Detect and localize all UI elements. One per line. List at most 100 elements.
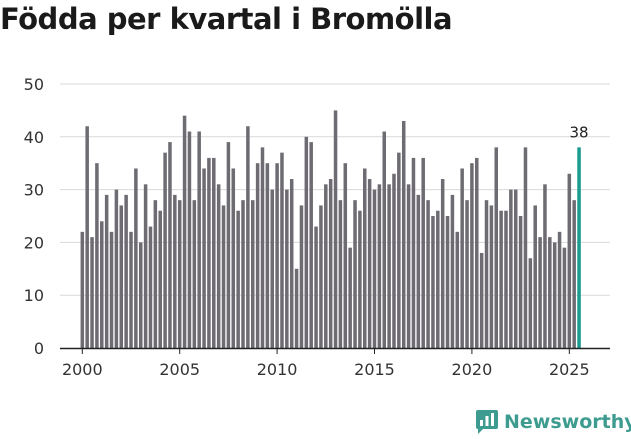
bar [95, 163, 99, 348]
bar [192, 200, 197, 348]
bar [124, 194, 128, 348]
bar [387, 184, 391, 348]
bar [416, 194, 421, 348]
bar [450, 194, 455, 348]
bar [246, 126, 250, 349]
bar [168, 142, 172, 348]
y-tick-label: 10 [24, 286, 44, 305]
x-tick-label: 2005 [159, 360, 200, 379]
bar [265, 163, 270, 348]
bar [489, 205, 494, 348]
bar [494, 147, 499, 348]
brand-name: Newsworthy [504, 411, 631, 433]
bar [158, 210, 162, 348]
bar [138, 242, 143, 348]
bar [328, 179, 333, 348]
bar [475, 157, 479, 348]
bar [484, 200, 489, 348]
bar [436, 210, 440, 348]
bar [207, 157, 211, 348]
bar [367, 179, 372, 348]
bar [289, 179, 294, 348]
bar [216, 184, 221, 348]
x-tick-label: 2025 [549, 360, 590, 379]
bar [543, 184, 547, 348]
bar [406, 184, 411, 348]
bar [255, 163, 260, 348]
bar-chart-bubble-icon [476, 410, 498, 434]
bar [280, 152, 284, 348]
bar [523, 147, 528, 348]
bar [528, 258, 533, 348]
bar [392, 173, 396, 348]
bar [236, 210, 240, 348]
bar [470, 163, 474, 348]
bar [163, 152, 167, 348]
bar [197, 131, 201, 348]
bar [548, 237, 552, 348]
x-tick-label: 2010 [257, 360, 298, 379]
bar [538, 237, 542, 348]
bar [304, 136, 309, 348]
bar [377, 184, 382, 348]
bar [499, 210, 503, 348]
bar [129, 231, 133, 348]
bar [363, 168, 367, 348]
bar [431, 216, 435, 348]
y-tick-label: 50 [24, 75, 44, 94]
bar [372, 189, 377, 348]
bar [397, 152, 401, 348]
bar [353, 200, 357, 348]
bar [533, 205, 537, 348]
chart-title: Födda per kvartal i Bromölla [0, 2, 453, 36]
bar [85, 126, 89, 349]
bar [114, 189, 119, 348]
bar [275, 163, 279, 348]
bar [567, 173, 572, 348]
bar [465, 200, 469, 348]
bar-highlight [577, 147, 581, 348]
bar [460, 168, 464, 348]
bar [299, 205, 304, 348]
bar [338, 200, 343, 348]
bar [231, 168, 236, 348]
bar [90, 237, 94, 348]
bar [260, 147, 265, 348]
bar [358, 210, 362, 348]
y-tick-label: 20 [24, 233, 44, 252]
bar [509, 189, 513, 348]
y-tick-label: 0 [34, 339, 44, 358]
bar [153, 200, 158, 348]
bar [104, 194, 109, 348]
bar [109, 231, 114, 348]
bar [294, 268, 299, 348]
x-tick-label: 2020 [452, 360, 493, 379]
bar [80, 231, 85, 348]
y-tick-label: 30 [24, 181, 44, 200]
bar [557, 231, 562, 348]
bar [552, 242, 557, 348]
bar [421, 157, 425, 348]
bar [455, 231, 460, 348]
bar [173, 194, 177, 348]
bar [445, 216, 450, 348]
bar [333, 110, 338, 349]
newsworthy-logo[interactable]: Newsworthy [475, 409, 631, 435]
bar [411, 157, 416, 348]
bar [285, 189, 289, 348]
bar [226, 142, 231, 348]
bar [100, 221, 104, 348]
bar [182, 115, 187, 349]
bar [348, 247, 352, 348]
x-tick-label: 2000 [62, 360, 103, 379]
bar [119, 205, 124, 348]
bar-chart: 0 10 20 30 40 50 38 2000 2005 2010 2015 2020 2025 [24, 75, 610, 379]
bar [401, 120, 406, 349]
bar [212, 157, 216, 348]
bar [440, 179, 445, 348]
bar [251, 200, 255, 348]
bar [343, 163, 348, 348]
bar [202, 168, 206, 348]
bar [479, 252, 484, 348]
bar [314, 226, 318, 348]
